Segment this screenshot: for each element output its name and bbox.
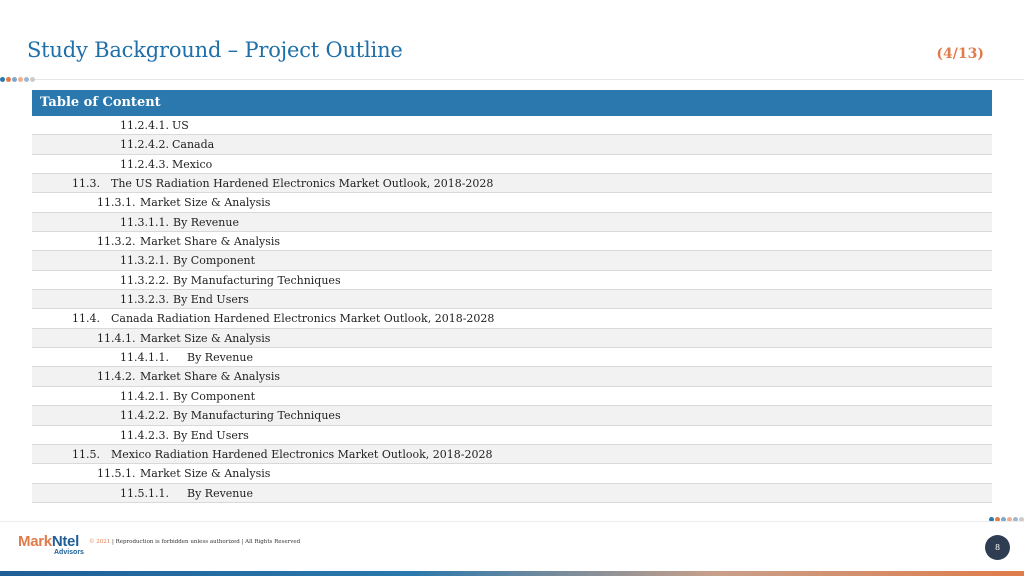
toc-row-text: US xyxy=(172,119,189,132)
toc-rows: 11.2.4.1. US 11.2.4.2. Canada 11.2.4.3. Mexic… xyxy=(32,116,992,503)
toc-row-number: 11.4.2. xyxy=(97,370,136,384)
toc-row-number: 11.2.4.2. xyxy=(120,138,169,152)
toc-row-text: Canada Radiation Hardened Electronics Ma… xyxy=(111,312,495,326)
page-title: Study Background – Project Outline xyxy=(27,38,403,62)
toc-row-text: By End Users xyxy=(172,428,249,442)
toc-row-text: Mexico Radiation Hardened Electronics Ma… xyxy=(111,447,493,461)
decorative-dot xyxy=(30,77,35,82)
toc-row-number: 11.5. xyxy=(72,447,100,461)
page-count: (4/13) xyxy=(936,46,984,62)
toc-row-number: 11.4.1. xyxy=(97,331,136,345)
toc-row-text: Market Share & Analysis xyxy=(140,370,281,384)
header-dots xyxy=(0,77,35,82)
decorative-dot xyxy=(24,77,29,82)
toc-row: 11.3.2.3. By End Users xyxy=(32,290,992,310)
toc-row-text: By Revenue xyxy=(187,486,253,500)
toc-row: 11.4.2.3. By End Users xyxy=(32,425,992,445)
toc-row-number: 11.4.2.2. xyxy=(120,409,169,423)
toc-row-number: 11.3.2.2. xyxy=(120,273,169,287)
toc-row: 11.5. Mexico Radiation Hardened Electroni… xyxy=(32,444,992,465)
decorative-dot xyxy=(18,77,23,82)
toc-row-number: 11.3.1.1. xyxy=(120,215,169,229)
toc-row-number: 11.3.2. xyxy=(97,235,136,249)
toc-row-text: By Component xyxy=(172,389,256,403)
toc-row: 11.3.1.1. By Revenue xyxy=(32,212,992,233)
toc-row-text: Market Size & Analysis xyxy=(140,467,271,481)
toc-row-text: Market Share & Analysis xyxy=(140,235,281,249)
logo-mark-text: Mark xyxy=(18,533,52,550)
decorative-dot xyxy=(12,77,17,82)
toc-row-number: 11.5.1.1. xyxy=(120,486,169,500)
toc-row-text: By Revenue xyxy=(187,351,253,365)
decorative-dot xyxy=(1007,517,1012,522)
toc-row-number: 11.4. xyxy=(72,312,100,326)
footer-rule xyxy=(0,521,1024,522)
toc-row-text: By End Users xyxy=(172,293,249,307)
toc-row: 11.2.4.1. US xyxy=(32,116,992,136)
toc-row-text: The US Radiation Hardened Electronics Ma… xyxy=(111,177,494,191)
footer-dots xyxy=(989,517,1024,522)
toc-row-number: 11.3.1. xyxy=(97,196,136,210)
toc-row-text: Market Size & Analysis xyxy=(140,331,271,345)
toc-row-text: By Revenue xyxy=(172,215,239,229)
toc-row: 11.5.1.1. By Revenue xyxy=(32,483,992,503)
toc-row-number: 11.4.2.1. xyxy=(120,389,169,403)
toc-row: 11.2.4.3. Mexico xyxy=(32,154,992,175)
toc-row-number: 11.2.4.1. xyxy=(120,119,169,132)
toc-row: 11.5.1. Market Size & Analysis xyxy=(32,464,992,484)
decorative-dot xyxy=(0,77,5,82)
toc-row: 11.3.2.2. By Manufacturing Techniques xyxy=(32,270,992,291)
toc-row-text: Market Size & Analysis xyxy=(140,196,271,210)
toc-row-text: By Manufacturing Techniques xyxy=(172,409,341,423)
decorative-dot xyxy=(6,77,11,82)
logo-ntel-text: Ntel xyxy=(51,533,79,550)
toc-row-text: By Manufacturing Techniques xyxy=(172,273,341,287)
toc-row-number: 11.4.1.1. xyxy=(120,351,169,365)
toc-row-text: By Component xyxy=(172,254,256,268)
copyright-notice: © 2021 | Reproduction is forbidden unles… xyxy=(89,539,300,545)
toc-row: 11.3.2.1. By Component xyxy=(32,251,992,271)
marknetel-logo: MarkNtel Advisors xyxy=(18,533,84,556)
toc-row-number: 11.2.4.3. xyxy=(120,157,169,171)
toc-row-number: 11.4.2.3. xyxy=(120,428,169,442)
decorative-dot xyxy=(1013,517,1018,522)
toc-row-text: Mexico xyxy=(172,157,213,171)
decorative-dot xyxy=(1001,517,1006,522)
toc-row: 11.4.2. Market Share & Analysis xyxy=(32,367,992,387)
toc-row: 11.3.1. Market Size & Analysis xyxy=(32,193,992,213)
logo-subtitle: Advisors xyxy=(54,549,84,556)
toc-row: 11.4.1.1. By Revenue xyxy=(32,348,992,368)
page-number-badge: 8 xyxy=(985,535,1010,560)
toc-row: 11.3.2. Market Share & Analysis xyxy=(32,232,992,252)
table-of-content: Table of Content 11.2.4.1. US 11.2.4.2. Can… xyxy=(32,90,992,503)
toc-row: 11.3. The US Radiation Hardened Electroni… xyxy=(32,174,992,194)
toc-row: 11.4.2.2. By Manufacturing Techniques xyxy=(32,406,992,426)
decorative-dot xyxy=(1019,517,1024,522)
toc-row: 11.2.4.2. Canada xyxy=(32,135,992,155)
bottom-gradient-bar xyxy=(0,571,1024,576)
toc-row: 11.4.1. Market Size & Analysis xyxy=(32,328,992,349)
copyright-year: © 2021 xyxy=(89,539,111,545)
toc-row: 11.4.2.1. By Component xyxy=(32,386,992,407)
toc-row-number: 11.3.2.3. xyxy=(120,293,169,307)
header-rule xyxy=(34,79,1024,80)
toc-row-text: Canada xyxy=(172,138,215,152)
toc-row-number: 11.3. xyxy=(72,177,100,191)
decorative-dot xyxy=(995,517,1000,522)
toc-row-number: 11.3.2.1. xyxy=(120,254,169,268)
toc-row-number: 11.5.1. xyxy=(97,467,136,481)
toc-row: 11.4. Canada Radiation Hardened Electroni… xyxy=(32,309,992,329)
decorative-dot xyxy=(989,517,994,522)
toc-header: Table of Content xyxy=(32,90,992,116)
copyright-text: | Reproduction is forbidden unless autho… xyxy=(110,539,301,545)
